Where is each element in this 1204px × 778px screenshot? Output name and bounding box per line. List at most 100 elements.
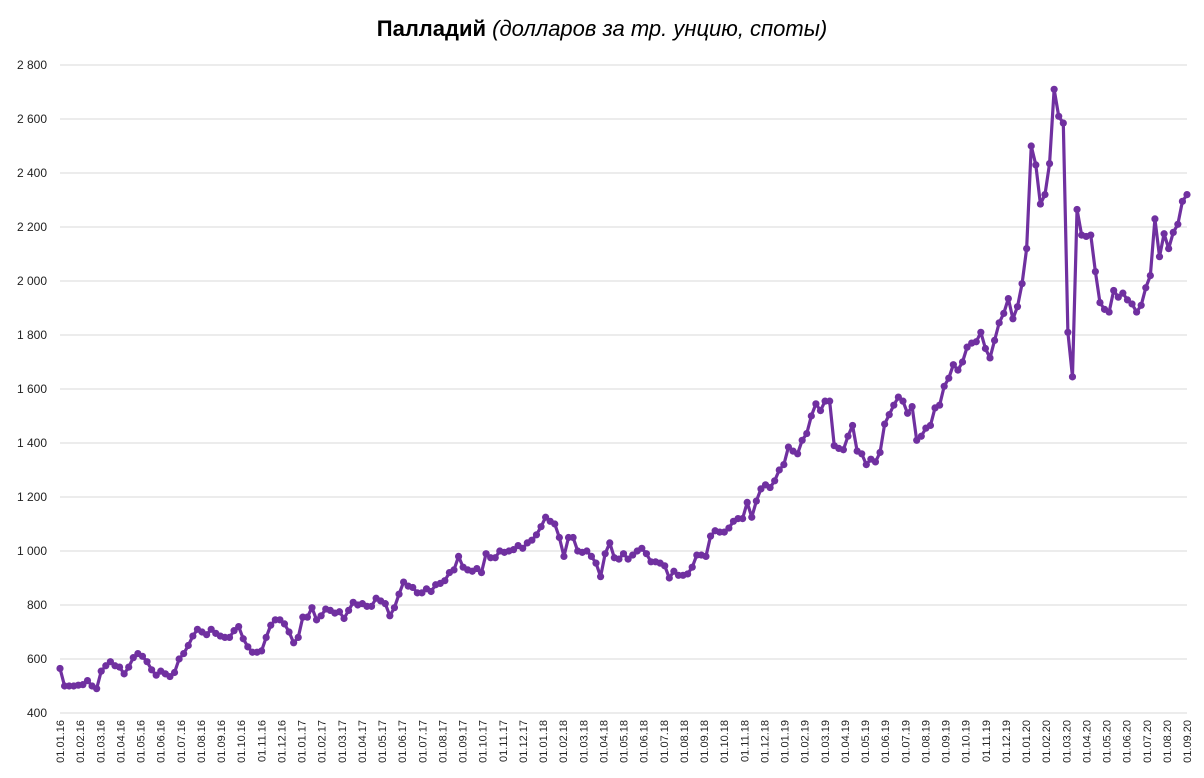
y-axis-ticks: 400 600 800 1 000 1 200 1 400 1 600 1 800 2 000 2…: [17, 58, 47, 720]
gridlines: [60, 64, 1187, 714]
data-point: [839, 446, 848, 454]
x-tick-label: 01.06.20: [1122, 720, 1134, 763]
x-tick-label: 01.07.20: [1142, 720, 1154, 763]
x-tick-label: 01.08.19: [920, 720, 932, 763]
data-point: [285, 628, 293, 636]
data-point: [977, 328, 985, 336]
data-point: [1169, 228, 1177, 236]
data-point: [766, 483, 774, 492]
data-point: [1087, 231, 1095, 239]
data-point: [936, 401, 944, 409]
x-tick-label: 01.12.17: [518, 720, 530, 763]
data-point: [739, 515, 747, 523]
data-point: [1151, 215, 1159, 223]
data-point: [1050, 85, 1058, 93]
x-tick-label: 01.06.17: [397, 720, 409, 763]
data-point: [638, 544, 646, 552]
data-point: [1155, 253, 1164, 261]
x-tick-label: 01.10.18: [719, 720, 731, 763]
data-point: [908, 402, 916, 411]
y-tick-label: 1 200: [17, 490, 47, 504]
series-layer: [56, 85, 1191, 693]
x-tick-label: 01.10.17: [478, 720, 490, 763]
x-tick-label: 01.06.19: [880, 720, 892, 763]
data-point: [954, 366, 962, 374]
data-point: [170, 668, 179, 677]
x-axis-ticks: 01.01.16 01.02.16 01.03.16 01.04.16 01.05.16…: [55, 720, 1194, 763]
data-point: [143, 658, 151, 666]
data-point: [294, 633, 302, 642]
data-point: [1041, 191, 1049, 199]
data-point: [771, 477, 779, 485]
data-point: [120, 670, 128, 678]
data-point: [661, 562, 669, 570]
data-point: [903, 409, 912, 417]
data-point: [899, 397, 907, 405]
data-point: [454, 552, 463, 561]
data-point: [862, 461, 870, 469]
x-tick-label: 01.05.18: [619, 720, 631, 763]
data-point: [1027, 142, 1035, 150]
x-tick-label: 01.05.19: [860, 720, 872, 763]
data-point: [780, 461, 788, 469]
x-tick-label: 01.08.17: [437, 720, 449, 763]
data-point: [1068, 373, 1077, 381]
data-point: [990, 336, 999, 344]
data-point: [1073, 205, 1081, 214]
x-tick-label: 01.03.18: [578, 720, 590, 763]
data-point: [583, 547, 591, 555]
data-point: [125, 663, 133, 671]
data-point: [1174, 220, 1182, 228]
data-point: [262, 633, 270, 642]
data-point: [1096, 299, 1104, 307]
data-point: [441, 577, 449, 585]
x-tick-label: 01.09.16: [216, 720, 228, 763]
x-tick-label: 01.03.17: [337, 720, 349, 763]
x-tick-label: 01.09.20: [1182, 720, 1194, 763]
x-tick-label: 01.08.20: [1162, 720, 1174, 763]
data-point: [317, 612, 325, 620]
data-point: [367, 602, 376, 610]
data-point: [926, 421, 935, 430]
x-tick-label: 01.02.19: [800, 720, 812, 763]
y-tick-label: 1 000: [17, 544, 47, 558]
data-point: [917, 432, 925, 440]
data-point: [1183, 191, 1191, 199]
data-point: [280, 620, 289, 628]
data-point: [1023, 245, 1031, 253]
data-point: [532, 531, 541, 539]
x-tick-label: 01.07.18: [659, 720, 671, 763]
data-point: [267, 621, 275, 629]
x-tick-label: 01.11.16: [256, 720, 268, 762]
data-point: [688, 563, 696, 571]
data-point: [115, 663, 124, 671]
x-tick-label: 01.03.19: [820, 720, 832, 763]
data-point: [881, 420, 889, 428]
x-tick-label: 01.12.16: [276, 720, 288, 763]
data-point: [592, 559, 600, 567]
data-point: [345, 606, 353, 615]
data-point: [958, 358, 967, 366]
data-point: [706, 532, 715, 540]
x-tick-label: 01.05.20: [1102, 720, 1114, 763]
x-tick-label: 01.07.19: [900, 720, 912, 763]
data-point: [1009, 315, 1017, 323]
data-point: [940, 382, 948, 390]
data-point: [180, 650, 188, 658]
data-point: [340, 614, 348, 623]
data-point: [537, 523, 545, 531]
x-tick-label: 01.04.16: [115, 720, 127, 763]
data-point: [184, 641, 192, 650]
data-point: [807, 412, 815, 420]
x-tick-label: 01.02.16: [75, 720, 87, 763]
data-point: [1165, 245, 1173, 253]
y-tick-label: 1 400: [17, 436, 47, 450]
data-point: [642, 550, 651, 558]
data-point: [1032, 161, 1040, 169]
data-point: [684, 570, 692, 578]
data-point: [1119, 289, 1127, 297]
data-point: [848, 421, 857, 430]
data-point: [235, 623, 243, 631]
y-tick-label: 2 800: [17, 58, 47, 72]
